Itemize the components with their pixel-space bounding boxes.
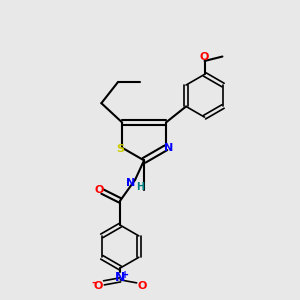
Text: O: O — [137, 281, 147, 291]
Text: N: N — [126, 178, 135, 188]
Text: S: S — [116, 144, 124, 154]
Text: O: O — [200, 52, 209, 62]
Text: N: N — [164, 143, 173, 153]
Text: -: - — [91, 278, 96, 288]
Text: O: O — [94, 281, 103, 291]
Text: O: O — [94, 185, 104, 195]
Text: +: + — [121, 270, 129, 280]
Text: N: N — [115, 271, 125, 284]
Text: H: H — [136, 182, 145, 192]
